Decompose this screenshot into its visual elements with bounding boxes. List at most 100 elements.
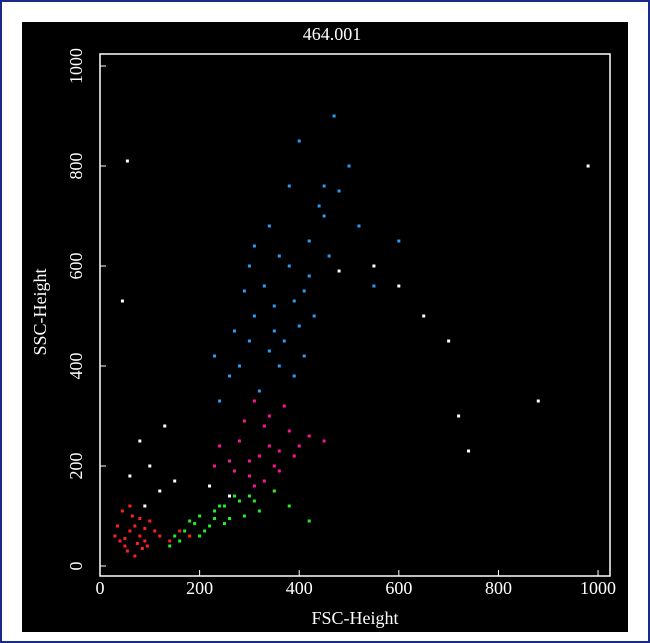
point	[140, 547, 144, 550]
point	[277, 449, 281, 453]
point	[292, 454, 296, 458]
point	[287, 184, 291, 188]
point	[242, 514, 246, 518]
point	[282, 404, 286, 408]
point	[128, 474, 132, 478]
point	[586, 164, 590, 168]
point	[223, 504, 227, 508]
point	[272, 489, 276, 493]
point	[163, 424, 167, 428]
point	[337, 189, 341, 193]
point	[467, 449, 471, 453]
point	[138, 517, 142, 520]
point	[357, 224, 361, 228]
point	[237, 439, 241, 443]
point	[133, 554, 137, 558]
plot-frame	[99, 53, 611, 577]
point	[120, 299, 124, 303]
point	[138, 439, 142, 443]
point	[272, 304, 276, 308]
x-tick-label: 0	[96, 578, 105, 598]
point	[148, 464, 152, 468]
point	[198, 514, 202, 518]
point	[252, 499, 256, 503]
point	[227, 459, 231, 463]
point	[252, 244, 256, 248]
point	[252, 314, 256, 318]
point	[232, 494, 236, 498]
point	[267, 414, 271, 418]
point	[158, 534, 162, 538]
x-tick-label: 600	[385, 578, 412, 598]
x-tick-label: 1000	[580, 578, 616, 598]
point	[208, 524, 212, 528]
point	[322, 439, 326, 443]
point	[247, 264, 251, 268]
y-tick-label: 800	[66, 153, 86, 180]
point	[332, 114, 336, 118]
point	[297, 139, 301, 143]
y-tick-label: 400	[66, 353, 86, 380]
point	[158, 489, 162, 493]
point	[287, 504, 291, 508]
point	[322, 214, 326, 218]
x-axis-label: FSC-Height	[311, 608, 398, 628]
point	[173, 534, 177, 538]
point	[307, 519, 311, 523]
point	[317, 204, 321, 208]
x-tick-label: 400	[286, 578, 313, 598]
point	[232, 469, 236, 473]
point	[115, 524, 119, 528]
point	[247, 459, 251, 463]
point	[372, 264, 376, 268]
point	[247, 474, 251, 478]
point	[178, 539, 182, 543]
point	[227, 494, 231, 498]
point	[457, 414, 461, 418]
point	[143, 504, 147, 508]
point	[213, 354, 217, 358]
point	[307, 274, 311, 278]
point	[208, 484, 212, 488]
point	[135, 542, 139, 545]
point	[128, 529, 132, 533]
point	[148, 519, 152, 523]
point	[218, 504, 222, 508]
point	[227, 374, 231, 378]
chart-title: 464.001	[303, 24, 362, 44]
point	[262, 284, 266, 288]
point	[213, 464, 217, 468]
point	[257, 454, 261, 458]
point	[123, 544, 127, 548]
point	[133, 524, 137, 528]
x-tick-label: 800	[485, 578, 512, 598]
point	[232, 329, 236, 333]
point	[123, 537, 127, 540]
background	[22, 22, 628, 632]
y-axis-label: SSC-Height	[30, 268, 50, 355]
point	[347, 164, 351, 168]
point	[213, 517, 217, 520]
point	[292, 374, 296, 378]
point	[302, 354, 306, 358]
point	[130, 514, 134, 518]
point	[307, 239, 311, 243]
point	[337, 269, 341, 273]
point	[218, 399, 222, 403]
point	[198, 534, 202, 538]
point	[237, 499, 241, 503]
point	[267, 349, 271, 353]
point	[397, 239, 401, 243]
point	[277, 364, 281, 368]
point	[168, 544, 172, 548]
point	[143, 527, 147, 530]
point	[372, 284, 376, 288]
y-tick-label: 600	[66, 253, 86, 280]
point	[252, 399, 256, 403]
point	[272, 464, 276, 468]
point	[237, 364, 241, 368]
point	[188, 534, 192, 538]
point	[173, 479, 177, 483]
point	[183, 529, 187, 533]
